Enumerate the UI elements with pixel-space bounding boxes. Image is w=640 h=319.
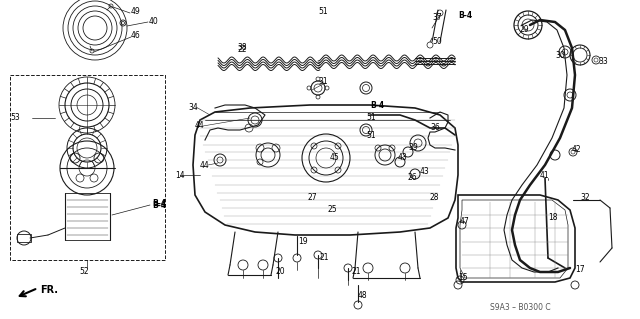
Text: 37: 37 [432, 13, 442, 23]
Text: 15: 15 [458, 273, 468, 283]
Text: 45: 45 [330, 153, 340, 162]
Text: 19: 19 [298, 238, 308, 247]
Text: 38: 38 [237, 43, 246, 53]
Text: 43: 43 [420, 167, 429, 176]
Text: 32: 32 [580, 194, 589, 203]
Text: 51: 51 [366, 130, 376, 139]
Text: 44: 44 [200, 160, 210, 169]
Text: 14: 14 [175, 170, 184, 180]
Text: 53: 53 [10, 114, 20, 122]
Text: 28: 28 [430, 194, 440, 203]
Text: 44: 44 [195, 121, 205, 130]
Text: B-4: B-4 [370, 100, 384, 109]
Text: 22: 22 [237, 46, 246, 55]
Text: 34: 34 [188, 102, 198, 112]
Text: 21: 21 [320, 254, 330, 263]
Text: B-4: B-4 [152, 201, 166, 210]
Text: 31: 31 [318, 78, 328, 86]
Text: 49: 49 [131, 8, 141, 17]
Text: 52: 52 [79, 268, 89, 277]
Text: 17: 17 [575, 265, 584, 275]
Text: 30: 30 [555, 50, 564, 60]
Text: 20: 20 [276, 268, 285, 277]
Text: 48: 48 [358, 291, 367, 300]
Text: 18: 18 [548, 213, 557, 222]
Text: 25: 25 [328, 205, 338, 214]
Text: 50: 50 [432, 38, 442, 47]
Text: B-4: B-4 [152, 199, 166, 209]
Text: 36: 36 [430, 123, 440, 132]
Text: FR.: FR. [40, 285, 58, 295]
Text: 29: 29 [520, 26, 530, 34]
Text: 46: 46 [131, 32, 141, 41]
Text: 51: 51 [318, 8, 328, 17]
Text: 27: 27 [308, 194, 317, 203]
Text: 41: 41 [540, 170, 550, 180]
Text: 47: 47 [460, 218, 470, 226]
Text: 43: 43 [398, 153, 408, 162]
Text: 40: 40 [149, 17, 159, 26]
Text: 42: 42 [572, 145, 582, 154]
Text: S9A3 – B0300 C: S9A3 – B0300 C [490, 303, 550, 313]
Text: 39: 39 [408, 144, 418, 152]
Text: 21: 21 [352, 268, 362, 277]
Text: 33: 33 [598, 57, 608, 66]
Text: B-4: B-4 [458, 11, 472, 20]
Text: 51: 51 [366, 114, 376, 122]
Text: 26: 26 [408, 174, 418, 182]
